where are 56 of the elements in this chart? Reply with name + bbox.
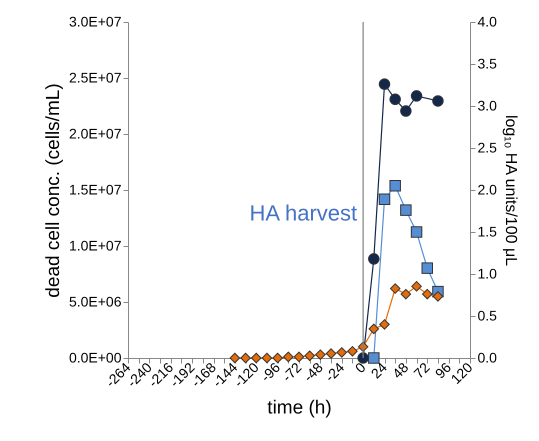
x-tick-label: 24 [368, 358, 390, 382]
x-tick-label: 0 [352, 358, 369, 376]
point [379, 319, 390, 330]
point [315, 349, 326, 360]
y2-axis-title: log₁₀ HA units/100 μL [502, 114, 519, 266]
point [240, 352, 251, 364]
point [230, 352, 240, 364]
y-axis-title: dead cell conc. (cells/mL) [42, 83, 64, 298]
y2-tick-label: 0.0 [478, 350, 498, 366]
point [283, 352, 294, 362]
point [378, 193, 390, 205]
point [410, 90, 422, 102]
y-tick-label: 2.0E+07 [68, 126, 122, 142]
y2-tick-label: 3.5 [478, 56, 498, 72]
point [326, 348, 336, 359]
x-tick-label: 48 [388, 358, 412, 382]
point [400, 204, 412, 216]
y2-tick-label: 1.5 [478, 224, 498, 240]
point [294, 352, 304, 362]
y2-tick-label: 2.0 [478, 182, 498, 198]
point [272, 352, 283, 364]
y-tick-label: 1.5E+07 [68, 182, 122, 198]
point [368, 324, 380, 334]
point [389, 180, 401, 192]
point [422, 288, 432, 300]
point [304, 350, 315, 362]
y2-tick-label: 1.0 [478, 266, 498, 282]
x-tick-label: 72 [410, 358, 433, 382]
point [390, 283, 400, 294]
y-tick-label: 5.0E+06 [68, 294, 122, 310]
point [336, 347, 347, 358]
point [389, 94, 401, 106]
y2-tick-label: 3.0 [478, 98, 498, 114]
point [422, 262, 433, 274]
point [347, 346, 358, 357]
y-tick-label: 0.0E+00 [68, 350, 122, 366]
point [368, 253, 380, 265]
y2-tick-label: 0.5 [478, 308, 498, 324]
ref-line-label: HA harvest [250, 200, 358, 226]
point [378, 78, 390, 90]
point [400, 105, 412, 117]
point [357, 352, 369, 364]
point [410, 226, 422, 238]
point [400, 288, 412, 300]
y2-tick-label: 2.5 [478, 140, 498, 156]
y-tick-label: 2.5E+07 [68, 70, 122, 86]
point [262, 352, 272, 364]
y-tick-label: 1.0E+07 [68, 238, 122, 254]
y-tick-label: 3.0E+07 [68, 14, 122, 30]
point [411, 281, 422, 292]
point [432, 291, 444, 302]
point [432, 95, 444, 107]
y2-tick-label: 4.0 [478, 14, 498, 30]
x-axis-title: time (h) [267, 397, 332, 418]
point [251, 352, 262, 364]
point [368, 352, 380, 364]
